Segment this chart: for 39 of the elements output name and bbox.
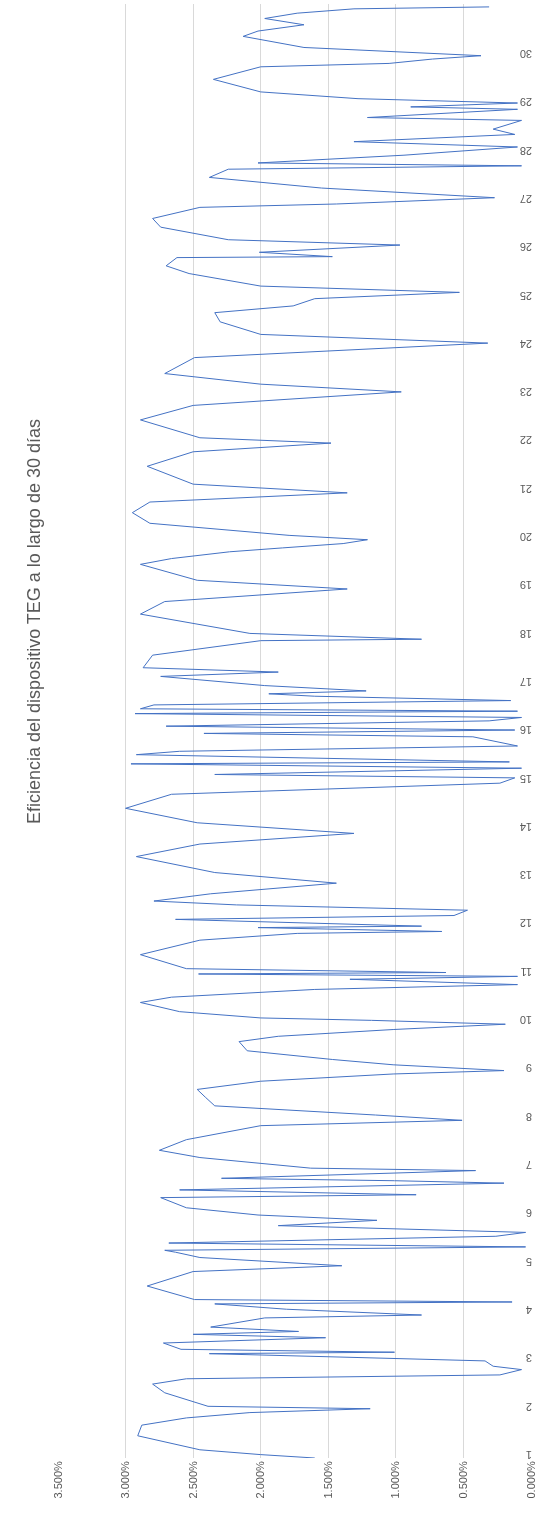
y-tick-label: 25 bbox=[519, 289, 532, 302]
y-tick-label: 2 bbox=[525, 1400, 532, 1413]
x-tick-label: 3.000% bbox=[119, 1460, 132, 1499]
y-tick-label: 21 bbox=[519, 482, 532, 495]
y-tick-label: 20 bbox=[519, 531, 532, 544]
y-tick-label: 10 bbox=[519, 1014, 532, 1027]
y-tick-label: 23 bbox=[519, 386, 532, 399]
y-tick-label: 12 bbox=[519, 917, 532, 930]
x-tick-label: 1.000% bbox=[389, 1460, 402, 1499]
y-tick-label: 14 bbox=[519, 820, 532, 833]
text: Eficiencia del dispositivo TEG a lo largo de 30 días bbox=[24, 419, 45, 824]
y-tick-label: 24 bbox=[519, 337, 532, 350]
y-tick-label: 9 bbox=[525, 1062, 532, 1075]
y-tick-label: 28 bbox=[519, 144, 532, 157]
y-tick-label: 7 bbox=[525, 1159, 532, 1172]
y-tick-label: 11 bbox=[520, 965, 532, 978]
y-tick-label: 16 bbox=[519, 724, 532, 737]
y-tick-label: 13 bbox=[519, 869, 532, 882]
x-tick-label: 3.500% bbox=[51, 1460, 64, 1499]
y-tick-label: 26 bbox=[519, 241, 532, 254]
y-tick-label: 4 bbox=[525, 1303, 532, 1316]
y-tick-label: 17 bbox=[519, 675, 532, 688]
y-tick-label: 5 bbox=[525, 1255, 532, 1268]
y-tick-label: 27 bbox=[519, 192, 532, 205]
x-tick-label: 2.000% bbox=[254, 1460, 267, 1499]
y-tick-label: 22 bbox=[519, 434, 532, 447]
y-tick-label: 6 bbox=[525, 1207, 532, 1220]
y-tick-label: 18 bbox=[519, 627, 532, 640]
x-tick-label: 2.500% bbox=[186, 1460, 199, 1499]
y-tick-label: 1 bbox=[525, 1448, 532, 1461]
x-tick-label: 0.500% bbox=[457, 1460, 470, 1499]
x-tick-label: 1.500% bbox=[321, 1460, 334, 1499]
y-tick-label: 15 bbox=[519, 772, 532, 785]
y-tick-label: 19 bbox=[519, 579, 532, 592]
x-tick-label: 0.000% bbox=[524, 1460, 537, 1499]
y-tick-label: 29 bbox=[519, 96, 532, 109]
y-tick-label: 30 bbox=[519, 47, 532, 60]
y-tick-label: 3 bbox=[525, 1352, 532, 1365]
y-tick-label: 8 bbox=[525, 1110, 532, 1123]
